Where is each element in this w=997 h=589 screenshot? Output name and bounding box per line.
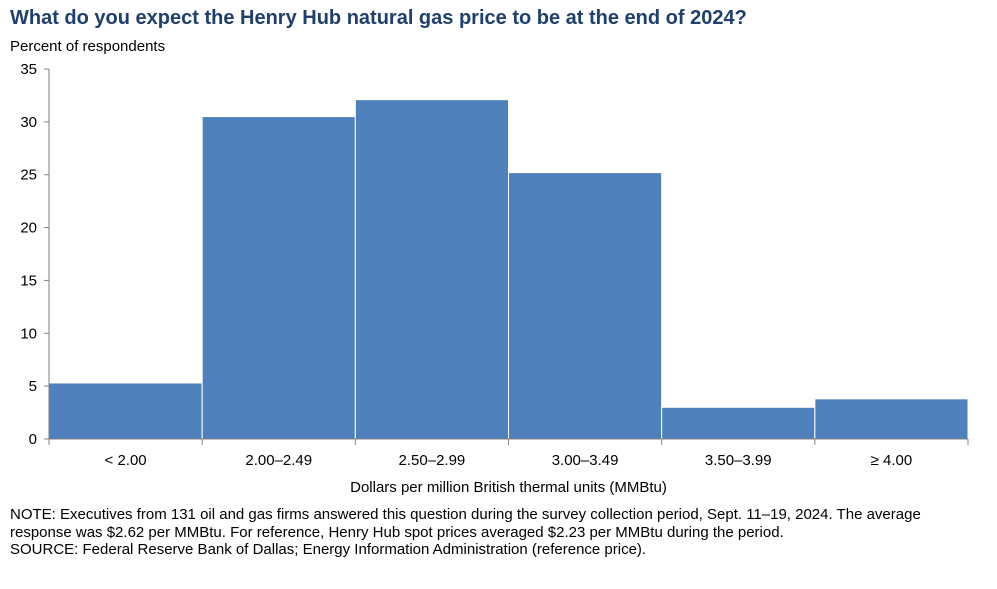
y-tick-label-5: 5	[29, 378, 37, 395]
bar-1	[201, 116, 356, 440]
x-tick-label-3: 3.00–3.49	[552, 452, 619, 469]
source-text: SOURCE: Federal Reserve Bank of Dallas; …	[10, 541, 647, 558]
x-axis-title: Dollars per million British thermal unit…	[350, 479, 667, 496]
histogram-chart: 0 5 10 15 20 25 30 35 < 2.00 2.00–2.49 2.50–2.99 3.…	[20, 61, 969, 496]
x-tick-label-0: < 2.00	[105, 452, 147, 469]
y-tick-label-20: 20	[20, 220, 37, 237]
x-tick-label-1: 2.00–2.49	[245, 452, 312, 469]
bar-5	[814, 398, 969, 440]
y-tick-label-35: 35	[20, 61, 37, 78]
x-tick-label-4: 3.50–3.99	[705, 452, 772, 469]
y-axis-title: Percent of respondents	[10, 38, 166, 55]
chart-notes: NOTE: Executives from 131 oil and gas fi…	[10, 506, 970, 559]
chart-title: What do you expect the Henry Hub natural…	[10, 7, 747, 29]
bar-3	[508, 172, 663, 440]
y-tick-label-10: 10	[20, 325, 37, 342]
y-tick-label-30: 30	[20, 114, 37, 131]
bar-2	[354, 99, 510, 440]
bar-4	[661, 406, 816, 440]
x-tick-label-5: ≥ 4.00	[871, 452, 913, 469]
bar-0	[48, 382, 203, 440]
y-tick-label-25: 25	[20, 167, 37, 184]
note-text: NOTE: Executives from 131 oil and gas fi…	[10, 506, 921, 541]
y-tick-label-0: 0	[29, 431, 37, 448]
x-tick-label-2: 2.50–2.99	[399, 452, 466, 469]
y-tick-label-15: 15	[20, 272, 37, 289]
